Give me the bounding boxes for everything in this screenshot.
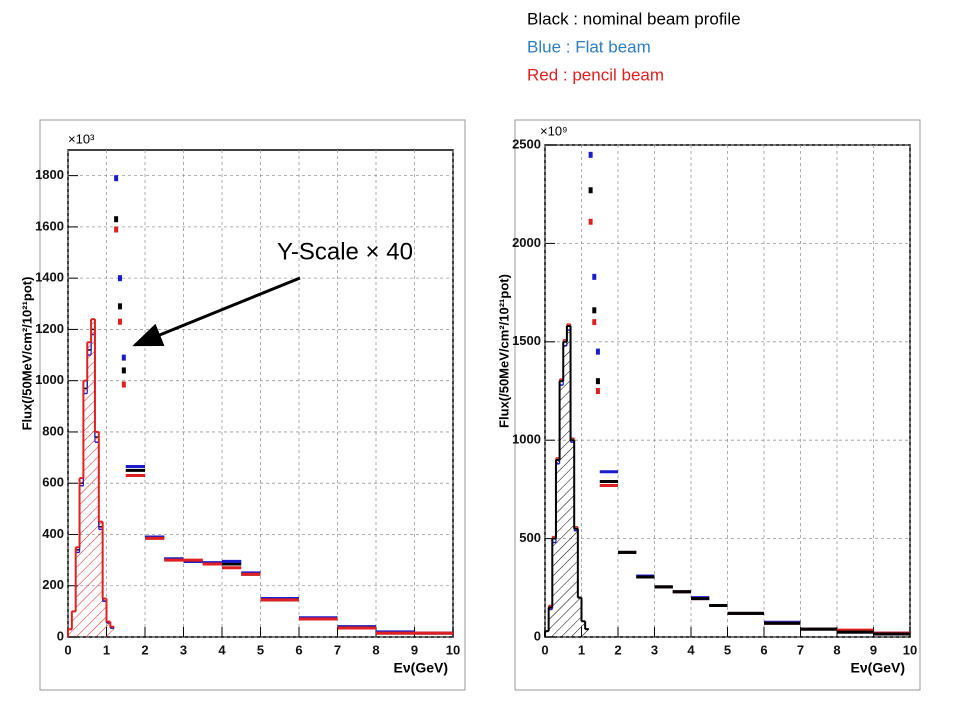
hist-bar <box>574 528 578 637</box>
scaled-point <box>121 354 126 361</box>
x-tick-label: 4 <box>218 642 226 657</box>
y-tick-label: 1000 <box>35 372 64 387</box>
hist-bar <box>71 611 76 637</box>
hist-bar <box>559 381 564 637</box>
y-axis-label: Flux(/50MeV/cm²/10²¹pot) <box>19 277 34 431</box>
y-axis-label: Flux(/50MeV/cm²/10²¹pot) <box>496 274 511 428</box>
x-tick-label: 2 <box>141 642 148 657</box>
hist-bar <box>545 631 549 637</box>
scaled-point <box>592 307 597 314</box>
y-tick-label: 1000 <box>512 432 541 447</box>
x-tick-label: 8 <box>372 642 379 657</box>
hist-bar <box>87 342 92 637</box>
hist-bar <box>570 440 575 637</box>
y-exponent: ×10⁹ <box>540 123 568 138</box>
hist-bar <box>68 629 72 637</box>
scaled-point <box>114 216 119 223</box>
hist-bar <box>552 538 556 637</box>
annotation-arrow <box>132 276 301 347</box>
x-tick-label: 9 <box>870 642 877 657</box>
hist-bar <box>577 597 582 637</box>
scaled-point <box>592 273 597 280</box>
scaled-point <box>595 348 600 355</box>
legend-entry: Red : pencil beam <box>527 65 664 84</box>
scaled-point <box>117 275 122 282</box>
hist-bar <box>548 607 553 637</box>
hist-bar <box>585 629 589 637</box>
y-tick-label: 2500 <box>512 136 541 151</box>
frame <box>39 119 466 691</box>
y-tick-label: 1400 <box>35 270 64 285</box>
scaled-point <box>592 319 597 326</box>
y-exponent: ×10³ <box>68 131 95 146</box>
y-tick-label: 0 <box>57 628 64 643</box>
scaled-point <box>595 388 600 394</box>
x-tick-label: 7 <box>334 642 341 657</box>
x-tick-label: 7 <box>797 642 804 657</box>
legend-entry: Blue : Flat beam <box>527 37 651 56</box>
hist-bar <box>555 459 560 637</box>
scaled-point <box>114 175 119 182</box>
hist-bar <box>581 621 586 637</box>
x-tick-label: 6 <box>760 642 767 657</box>
hist-bar <box>75 547 80 637</box>
hist-bar <box>566 326 571 637</box>
y-tick-label: 200 <box>42 577 64 592</box>
annotation: Y-Scale × 40 <box>277 238 413 265</box>
x-tick-label: 3 <box>651 642 658 657</box>
y-tick-label: 1500 <box>512 333 541 348</box>
hist-bar <box>110 626 115 637</box>
hist-bar <box>106 621 111 637</box>
scaled-point <box>117 318 122 325</box>
hist-bar <box>91 319 95 637</box>
legend-entry: Black : nominal beam profile <box>527 9 741 28</box>
y-tick-label: 1800 <box>35 167 64 182</box>
y-tick-label: 400 <box>42 526 64 541</box>
hist-bar <box>83 380 88 637</box>
scaled-point <box>114 226 119 233</box>
y-tick-label: 2000 <box>512 235 541 250</box>
hist-bar <box>98 521 103 637</box>
scaled-point <box>588 151 593 158</box>
x-axis-label: Eν(GeV) <box>851 660 905 676</box>
scaled-point <box>121 381 126 388</box>
y-tick-label: 800 <box>42 423 64 438</box>
x-tick-label: 1 <box>578 642 585 657</box>
hist-bar <box>79 478 84 637</box>
x-tick-label: 6 <box>295 642 302 657</box>
x-tick-label: 3 <box>180 642 187 657</box>
frame <box>514 119 921 691</box>
x-tick-label: 4 <box>687 642 695 657</box>
hist-bar <box>563 341 567 637</box>
x-tick-label: 2 <box>614 642 621 657</box>
x-tick-label: 9 <box>411 642 418 657</box>
x-axis-label: Eν(GeV) <box>394 660 448 676</box>
x-tick-label: 5 <box>257 642 264 657</box>
x-tick-label: 0 <box>541 642 548 657</box>
x-tick-label: 10 <box>446 642 460 657</box>
y-tick-label: 500 <box>519 530 541 545</box>
y-tick-label: 1600 <box>35 218 64 233</box>
x-tick-label: 5 <box>724 642 731 657</box>
scaled-point <box>588 218 593 225</box>
scaled-point <box>117 303 122 310</box>
x-tick-label: 0 <box>64 642 71 657</box>
hist-bar <box>94 431 99 637</box>
y-tick-label: 1200 <box>35 321 64 336</box>
y-tick-label: 0 <box>534 628 541 643</box>
x-tick-label: 1 <box>103 642 110 657</box>
y-tick-label: 600 <box>42 475 64 490</box>
x-tick-label: 10 <box>903 642 917 657</box>
scaled-point <box>588 187 593 194</box>
scaled-point <box>121 367 126 374</box>
scaled-point <box>595 378 600 385</box>
x-tick-label: 8 <box>833 642 840 657</box>
hist-bar <box>102 598 107 637</box>
